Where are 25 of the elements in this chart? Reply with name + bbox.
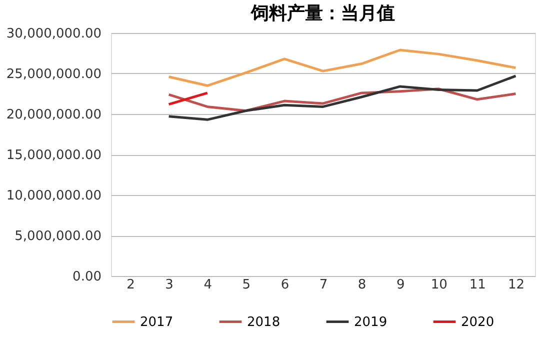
x-tick-label: 4 bbox=[204, 278, 212, 292]
y-tick-label: 30,000,000.00 bbox=[6, 26, 102, 42]
x-tick-label: 5 bbox=[242, 278, 251, 292]
legend-label: 2020 bbox=[461, 314, 494, 330]
x-tick-label: 3 bbox=[165, 278, 174, 292]
y-tick-label: 10,000,000.00 bbox=[6, 188, 102, 204]
x-tick-label: 9 bbox=[396, 278, 405, 292]
chart-title: 饲料产量：当月值 bbox=[250, 3, 395, 24]
y-tick-label: 25,000,000.00 bbox=[6, 67, 102, 82]
y-tick-label: 15,000,000.00 bbox=[6, 148, 102, 163]
y-tick-label: 20,000,000.00 bbox=[6, 108, 102, 122]
y-tick-label: 0.00 bbox=[72, 270, 102, 284]
x-tick-label: 6 bbox=[280, 278, 290, 292]
x-tick-label: 11 bbox=[469, 278, 486, 292]
x-tick-label: 10 bbox=[430, 278, 448, 292]
x-tick-label: 7 bbox=[319, 278, 328, 292]
legend-label: 2018 bbox=[247, 314, 280, 330]
y-tick-label: 5,000,000.00 bbox=[14, 229, 102, 244]
x-tick-label: 2 bbox=[126, 278, 135, 292]
x-tick-label: 8 bbox=[358, 278, 366, 292]
x-tick-label: 12 bbox=[508, 278, 524, 292]
line-series bbox=[168, 48, 517, 87]
legend-label: 2019 bbox=[354, 314, 388, 330]
line-series bbox=[168, 74, 517, 121]
legend-label: 2017 bbox=[140, 314, 174, 330]
